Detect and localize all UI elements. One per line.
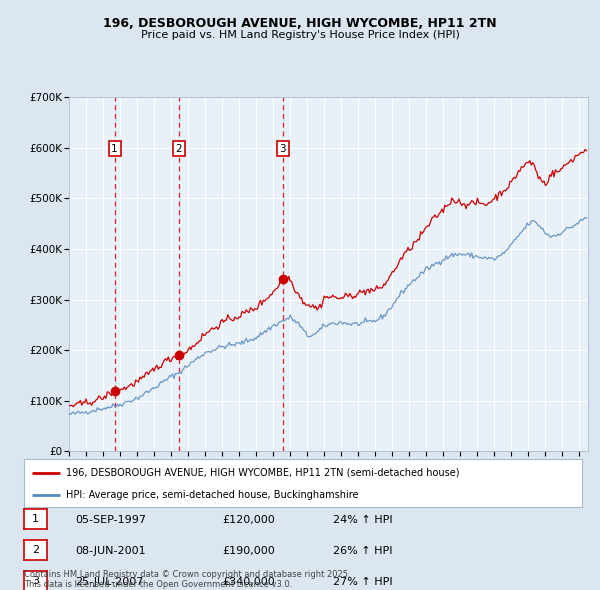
Text: 2: 2 (32, 545, 39, 555)
Text: 24% ↑ HPI: 24% ↑ HPI (333, 516, 392, 525)
Text: 2: 2 (175, 144, 182, 153)
Text: This data is licensed under the Open Government Licence v3.0.: This data is licensed under the Open Gov… (24, 580, 292, 589)
Text: 3: 3 (32, 576, 39, 585)
Text: 1: 1 (111, 144, 118, 153)
Text: 196, DESBOROUGH AVENUE, HIGH WYCOMBE, HP11 2TN: 196, DESBOROUGH AVENUE, HIGH WYCOMBE, HP… (103, 17, 497, 30)
Text: 08-JUN-2001: 08-JUN-2001 (75, 546, 146, 556)
Text: 26% ↑ HPI: 26% ↑ HPI (333, 546, 392, 556)
Text: £120,000: £120,000 (222, 516, 275, 525)
Text: £190,000: £190,000 (222, 546, 275, 556)
Text: 05-SEP-1997: 05-SEP-1997 (75, 516, 146, 525)
Text: 27% ↑ HPI: 27% ↑ HPI (333, 577, 392, 586)
Text: £340,000: £340,000 (222, 577, 275, 586)
Text: HPI: Average price, semi-detached house, Buckinghamshire: HPI: Average price, semi-detached house,… (66, 490, 358, 500)
Text: Price paid vs. HM Land Registry's House Price Index (HPI): Price paid vs. HM Land Registry's House … (140, 30, 460, 40)
Text: 3: 3 (280, 144, 286, 153)
Text: 25-JUL-2007: 25-JUL-2007 (75, 577, 143, 586)
Text: 196, DESBOROUGH AVENUE, HIGH WYCOMBE, HP11 2TN (semi-detached house): 196, DESBOROUGH AVENUE, HIGH WYCOMBE, HP… (66, 467, 460, 477)
Text: Contains HM Land Registry data © Crown copyright and database right 2025.: Contains HM Land Registry data © Crown c… (24, 571, 350, 579)
Text: 1: 1 (32, 514, 39, 524)
